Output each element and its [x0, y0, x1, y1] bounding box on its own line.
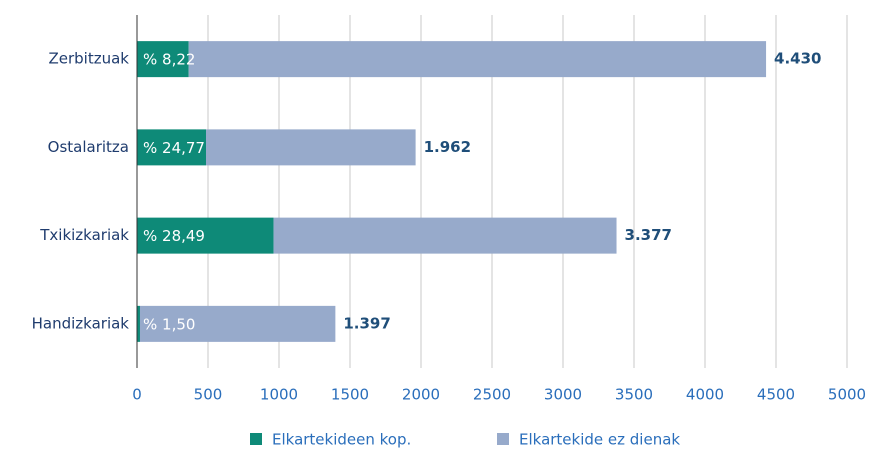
total-label: 4.430 [774, 50, 821, 68]
bar-segment [206, 129, 416, 166]
bar-segment [137, 41, 189, 78]
legend-label: Elkartekideen kop. [272, 431, 411, 449]
legend-swatch [497, 433, 509, 445]
x-tick-label: 2000 [402, 386, 440, 404]
x-tick-label: 1500 [331, 386, 369, 404]
legend-label: Elkartekide ez dienak [519, 431, 680, 449]
bar-segment [273, 217, 617, 254]
total-label: 1.962 [424, 138, 471, 156]
share-label: % 8,22 [143, 51, 195, 69]
bar-segment [137, 217, 274, 254]
legend-swatch [250, 433, 262, 445]
bar-segment [139, 305, 336, 342]
x-tick-label: 4500 [757, 386, 795, 404]
share-label: % 28,49 [143, 227, 205, 245]
y-tick-label: Handizkariak [32, 314, 130, 332]
bar-segment [188, 41, 767, 78]
x-tick-label: 3500 [615, 386, 653, 404]
x-tick-label: 1000 [260, 386, 298, 404]
x-tick-label: 2500 [473, 386, 511, 404]
share-label: % 24,77 [143, 139, 205, 157]
y-tick-label: Txikizkariak [39, 226, 129, 244]
x-tick-label: 3000 [544, 386, 582, 404]
x-tick-label: 4000 [686, 386, 724, 404]
bar-segment [137, 305, 140, 342]
bar-segment [137, 129, 207, 166]
total-label: 3.377 [625, 226, 672, 244]
share-label: % 1,50 [143, 315, 195, 333]
y-tick-label: Zerbitzuak [48, 50, 129, 68]
x-tick-label: 500 [194, 386, 223, 404]
total-label: 1.397 [343, 314, 390, 332]
y-tick-label: Ostalaritza [48, 138, 129, 156]
x-tick-label: 5000 [828, 386, 866, 404]
x-tick-label: 0 [132, 386, 142, 404]
